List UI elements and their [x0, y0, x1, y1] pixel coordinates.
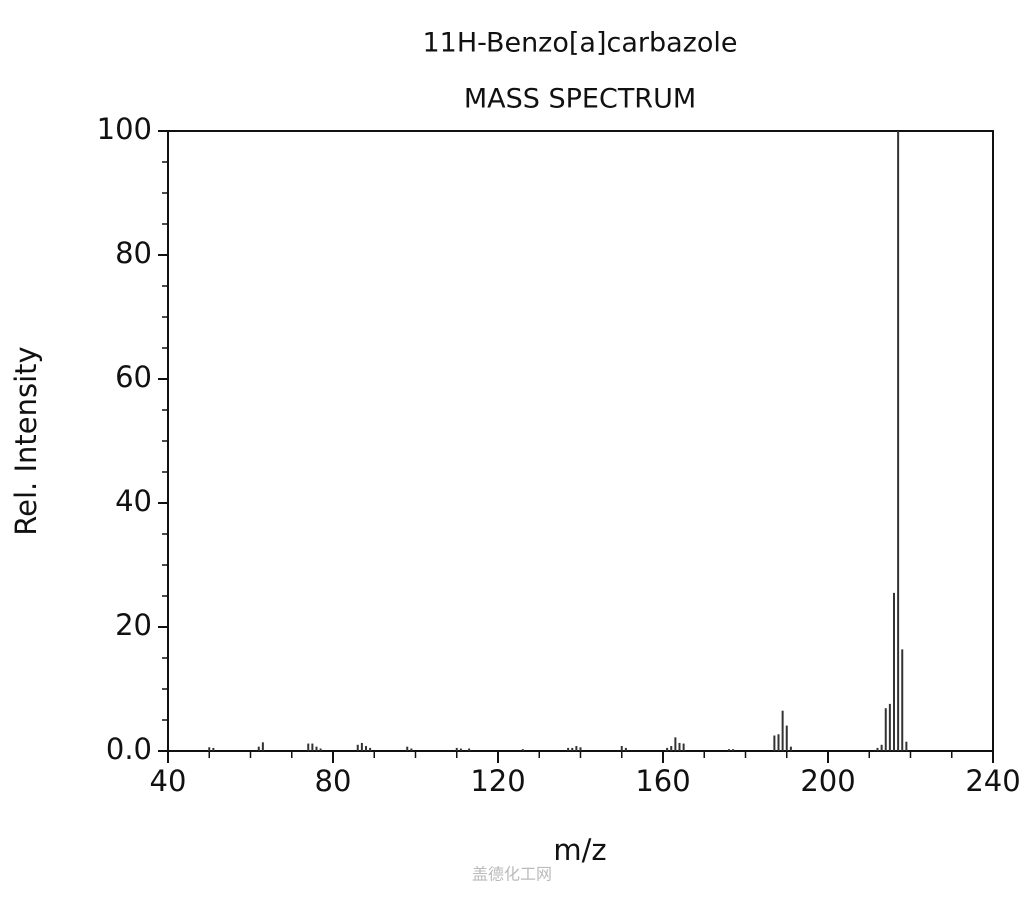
x-tick-label: 160: [635, 764, 690, 798]
y-tick-label: 40: [115, 484, 152, 518]
x-tick-label: 120: [470, 764, 525, 798]
plot-frame: [167, 130, 994, 752]
x-axis-label: m/z: [553, 833, 606, 867]
chart-title: 11H-Benzo[a]carbazole: [423, 28, 738, 59]
watermark: 盖德化工网: [472, 865, 552, 884]
x-tick-label: 80: [315, 764, 352, 798]
x-tick-label: 200: [800, 764, 855, 798]
y-tick-label: 80: [115, 236, 152, 270]
y-axis-label: Rel. Intensity: [9, 346, 43, 535]
y-tick-label: 20: [115, 608, 152, 642]
y-tick-label: 0.0: [106, 732, 152, 766]
x-tick-label: 240: [965, 764, 1020, 798]
y-tick-label: 100: [97, 112, 152, 146]
x-tick-label: 40: [150, 764, 187, 798]
y-tick-label: 60: [115, 360, 152, 394]
chart-subtitle: MASS SPECTRUM: [464, 84, 696, 115]
